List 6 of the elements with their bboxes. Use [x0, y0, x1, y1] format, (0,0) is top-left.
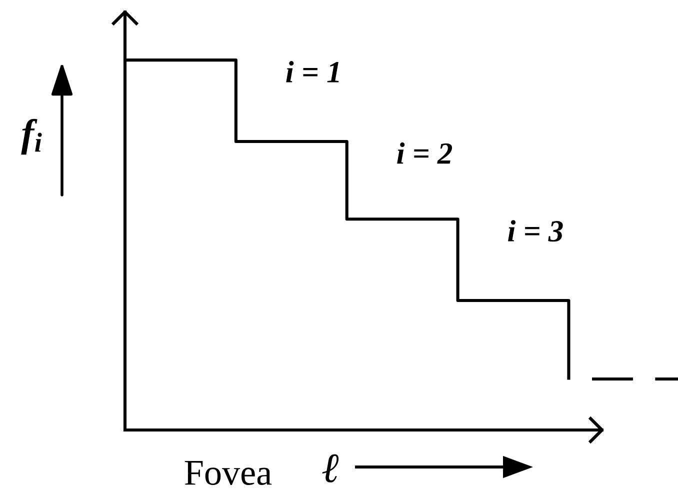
- y-axis-title: f$_{i}$: [21, 118, 42, 155]
- annotation: i = 1: [286, 61, 339, 82]
- text: Fovea: [184, 461, 272, 486]
- annotation: i = 3: [508, 220, 563, 242]
- x-axis-title: ℓ: [322, 454, 339, 482]
- annotation: i = 2: [397, 142, 452, 164]
